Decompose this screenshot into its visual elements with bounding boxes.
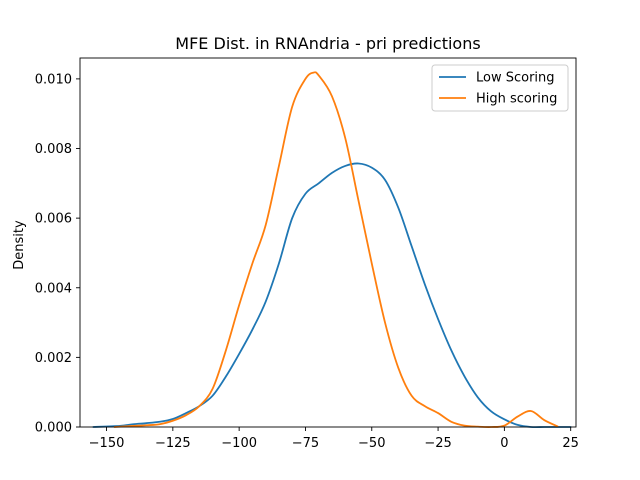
y-tick-label: 0.006 — [35, 212, 72, 227]
x-tick-label: 25 — [562, 436, 579, 451]
legend: Low Scoring High scoring — [431, 64, 569, 112]
y-tick-label: 0.002 — [35, 351, 72, 366]
x-tick-label: −75 — [292, 436, 319, 451]
axes-frame — [79, 57, 577, 428]
x-tick-label: −125 — [155, 436, 191, 451]
x-tick-label: 0 — [500, 436, 508, 451]
chart-title: MFE Dist. in RNAndria - pri predictions — [175, 34, 480, 53]
y-tick-label: 0.010 — [35, 72, 72, 87]
legend-label: Low Scoring — [476, 71, 555, 86]
legend-label: High scoring — [476, 92, 557, 107]
y-tick-label: 0.000 — [35, 421, 72, 436]
x-tick-label: −25 — [424, 436, 451, 451]
x-tick-label: −150 — [89, 436, 125, 451]
x-tick-label: −50 — [358, 436, 385, 451]
y-tick-label: 0.004 — [35, 281, 72, 296]
y-tick-label: 0.008 — [35, 142, 72, 157]
y-axis-title: Density — [12, 220, 27, 270]
series-line-low-scoring — [92, 162, 572, 429]
x-tick-label: −100 — [221, 436, 257, 451]
plot-background — [80, 58, 576, 427]
axes-layer: −150 −125 −100 −75 −50 −25 0 25 0.000 0.002 0.004 0… — [35, 57, 579, 451]
plot-area — [80, 58, 576, 427]
